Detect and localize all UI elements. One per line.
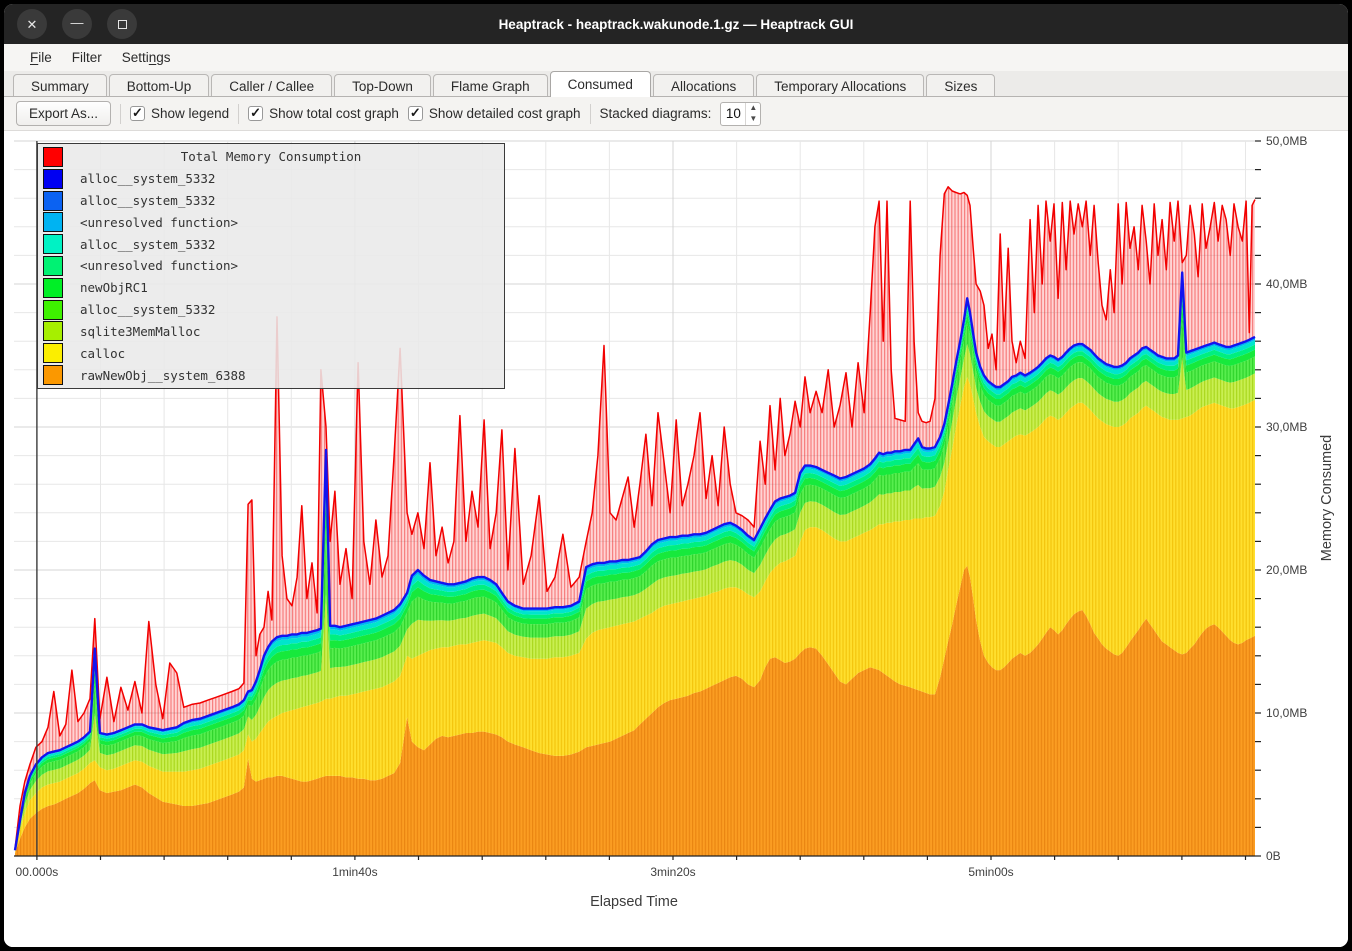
legend-item: <unresolved function> [38, 255, 504, 277]
legend-swatch [43, 321, 63, 342]
tab-caller-callee[interactable]: Caller / Callee [211, 74, 333, 97]
svg-text:30,0MB: 30,0MB [1266, 420, 1307, 434]
tab-flame-graph[interactable]: Flame Graph [432, 74, 548, 97]
export-as-button[interactable]: Export As... [16, 101, 112, 126]
close-icon[interactable]: ✕ [17, 9, 47, 39]
menu-file[interactable]: File [30, 50, 52, 65]
title-bar: ✕ — Heaptrack - heaptrack.wakunode.1.gz … [4, 4, 1348, 44]
svg-text:50,0MB: 50,0MB [1266, 134, 1307, 148]
window-title: Heaptrack - heaptrack.wakunode.1.gz — He… [498, 16, 854, 32]
spin-up-icon[interactable]: ▲ [749, 103, 758, 112]
svg-text:5min00s: 5min00s [968, 865, 1013, 879]
tab-bar: Summary Bottom-Up Caller / Callee Top-Do… [4, 71, 1348, 97]
toolbar-separator [120, 103, 122, 124]
legend-swatch [43, 190, 63, 211]
tab-temporary-allocations[interactable]: Temporary Allocations [756, 74, 925, 97]
legend-swatch [43, 343, 63, 364]
minimize-icon[interactable]: — [62, 9, 92, 39]
tab-top-down[interactable]: Top-Down [334, 74, 431, 97]
legend-swatch [43, 365, 63, 386]
stacked-diagrams-stepper[interactable]: 10 ▲ ▼ [720, 101, 762, 126]
legend-swatch [43, 255, 63, 276]
tab-consumed[interactable]: Consumed [549, 71, 651, 97]
svg-text:40,0MB: 40,0MB [1266, 277, 1307, 291]
svg-text:0B: 0B [1266, 849, 1281, 863]
menu-bar: File Filter Settings [4, 44, 1348, 71]
menu-filter[interactable]: Filter [71, 50, 102, 65]
checkbox-icon[interactable] [130, 105, 146, 121]
legend-item: <unresolved function> [38, 211, 504, 233]
show-detailed-cost-checkbox[interactable]: Show detailed cost graph [407, 105, 581, 121]
legend-swatch [43, 212, 63, 233]
x-axis-title: Elapsed Time [590, 894, 678, 910]
checkbox-icon[interactable] [407, 105, 423, 121]
svg-text:3min20s: 3min20s [650, 865, 695, 879]
memory-consumption-chart[interactable]: 00.000s 1min40s 3min20s 5min00s 0B 10,0MB 20,0… [4, 131, 1348, 947]
legend-item: alloc__system_5332 [38, 233, 504, 255]
svg-text:10,0MB: 10,0MB [1266, 706, 1307, 720]
y-axis-title: Memory Consumed [1319, 435, 1335, 562]
checkbox-icon[interactable] [248, 105, 264, 121]
tab-bottom-up[interactable]: Bottom-Up [108, 74, 210, 97]
maximize-icon[interactable] [107, 9, 137, 39]
legend-title: Total Memory Consumption [180, 149, 362, 165]
legend-item: calloc [38, 342, 504, 364]
legend-swatch-total [43, 146, 63, 167]
legend-item: rawNewObj__system_6388 [38, 364, 504, 386]
tab-sizes[interactable]: Sizes [926, 74, 996, 97]
toolbar-separator [238, 103, 240, 124]
tab-allocations[interactable]: Allocations [652, 74, 755, 97]
svg-text:20,0MB: 20,0MB [1266, 563, 1307, 577]
chart-legend: Total Memory Consumption alloc__system_5… [37, 143, 505, 389]
legend-swatch [43, 277, 63, 298]
heaptrack-window: ✕ — Heaptrack - heaptrack.wakunode.1.gz … [4, 4, 1348, 947]
toolbar-separator [589, 103, 591, 124]
consumed-chart-panel: 00.000s 1min40s 3min20s 5min00s 0B 10,0MB 20,0… [4, 131, 1348, 947]
legend-swatch [43, 234, 63, 255]
legend-item: alloc__system_5332 [38, 190, 504, 212]
spin-down-icon[interactable]: ▼ [749, 114, 758, 123]
legend-swatch [43, 168, 63, 189]
legend-title-row: Total Memory Consumption [38, 146, 504, 168]
show-total-cost-checkbox[interactable]: Show total cost graph [248, 105, 399, 121]
legend-item: newObjRC1 [38, 277, 504, 299]
toolbar: Export As... Show legend Show total cost… [4, 97, 1348, 131]
legend-swatch [43, 299, 63, 320]
svg-text:00.000s: 00.000s [16, 865, 59, 879]
show-legend-checkbox[interactable]: Show legend [130, 105, 229, 121]
legend-item: alloc__system_5332 [38, 299, 504, 321]
menu-settings[interactable]: Settings [121, 50, 171, 65]
stacked-diagrams-value[interactable]: 10 [725, 106, 741, 121]
legend-item: sqlite3MemMalloc [38, 321, 504, 343]
window-controls: ✕ — [17, 9, 137, 39]
tab-summary[interactable]: Summary [13, 74, 107, 97]
legend-item: alloc__system_5332 [38, 168, 504, 190]
stacked-diagrams-label: Stacked diagrams: [599, 106, 712, 121]
svg-text:1min40s: 1min40s [332, 865, 377, 879]
